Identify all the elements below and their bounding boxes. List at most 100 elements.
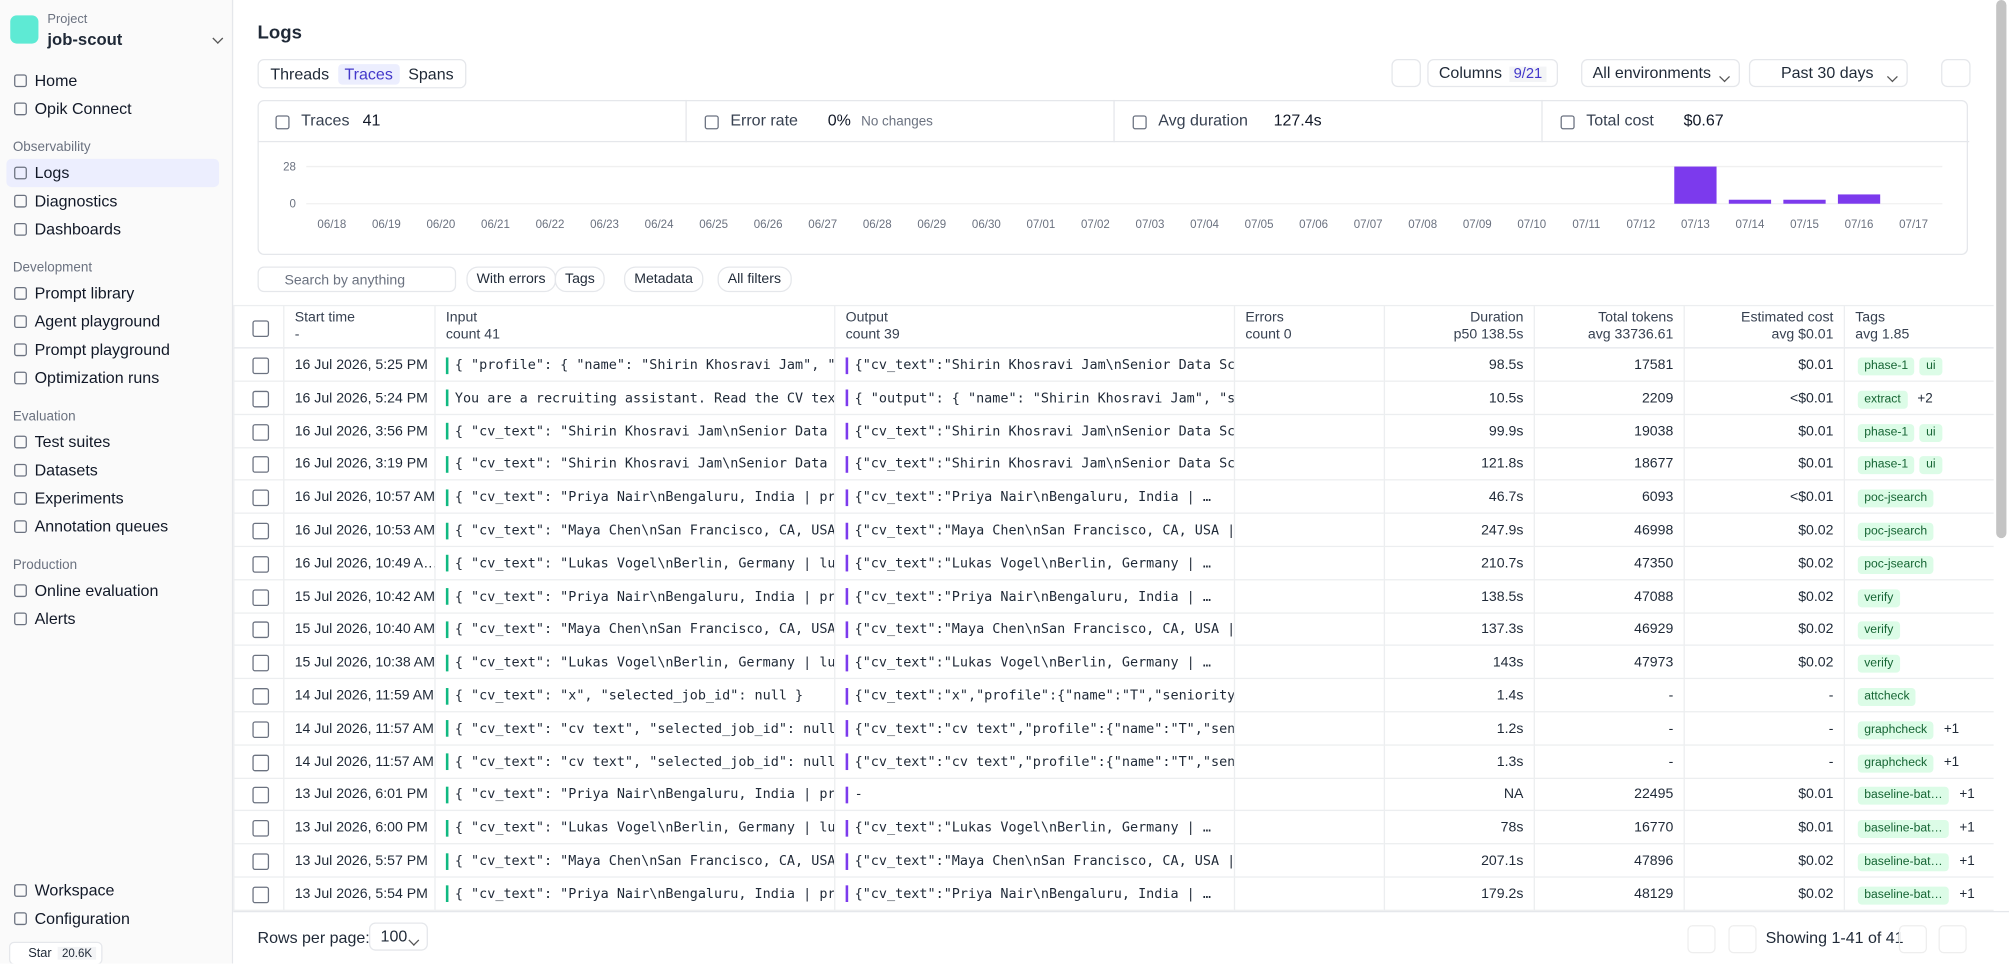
table-cell: { "cv_text": "Lukas Vogel\nBerlin, Germa…	[434, 645, 835, 680]
row-checkbox[interactable]	[252, 522, 270, 540]
nav-label: Prompt library	[34, 284, 135, 303]
nav-item[interactable]: Dashboards	[6, 215, 219, 243]
pager-button[interactable]	[1687, 925, 1716, 954]
nav-item[interactable]: Opik Connect	[6, 95, 219, 123]
column-header: Tags avg 1.85	[1843, 304, 1994, 349]
table-view-button[interactable]	[1391, 58, 1421, 88]
stat-label: Traces	[301, 111, 350, 130]
estimated-cost: $0.02	[1798, 621, 1834, 638]
duration: 137.3s	[1481, 621, 1524, 638]
pager-button[interactable]	[1938, 925, 1967, 954]
column-label: Total tokens	[1598, 310, 1674, 326]
nav-item[interactable]: Diagnostics	[6, 187, 219, 215]
nav-item[interactable]: Workspace	[6, 876, 219, 904]
table-cell: phase-1 ui	[1843, 348, 1994, 382]
row-checkbox[interactable]	[252, 456, 270, 474]
row-checkbox[interactable]	[252, 721, 270, 738]
table-cell: -	[1683, 745, 1844, 779]
row-checkbox[interactable]	[252, 390, 270, 408]
row-checkbox[interactable]	[252, 621, 270, 639]
nav-item[interactable]: Prompt playground	[6, 336, 219, 364]
table-cell: 47896	[1533, 844, 1684, 878]
x-tick-label: 07/09	[1463, 219, 1492, 231]
nav-item[interactable]: Alerts	[6, 605, 219, 633]
row-checkbox[interactable]	[252, 357, 270, 375]
nav-item[interactable]: Annotation queues	[6, 513, 219, 541]
chevron	[408, 935, 420, 946]
input-marker	[445, 819, 449, 837]
tag: phase-1	[1857, 456, 1915, 475]
table-cell: {"cv_text":"Priya Nair\nBengaluru, India…	[834, 480, 1234, 515]
rows-per-page-select[interactable]: 100	[369, 922, 428, 951]
input-text: { "cv_text": "Priya Nair\nBengaluru, Ind…	[454, 588, 835, 605]
row-checkbox[interactable]	[252, 489, 270, 507]
row-checkbox[interactable]	[252, 423, 270, 441]
row-checkbox[interactable]	[252, 555, 270, 573]
sidebar: Project job-scout Home Opik Connect Observab…	[0, 0, 234, 964]
table-cell: {"cv_text":"Lukas Vogel\nBerlin, Germany…	[834, 645, 1234, 680]
row-checkbox[interactable]	[252, 754, 270, 771]
table-cell: $0.02	[1683, 612, 1844, 647]
row-checkbox[interactable]	[252, 820, 270, 837]
duration: 10.5s	[1488, 390, 1524, 406]
output-text: {"cv_text":"Shirin Khosravi Jam\nSenior …	[854, 456, 1234, 473]
tab[interactable]: Spans	[408, 64, 454, 83]
nav-item[interactable]: Datasets	[6, 456, 219, 484]
nav-item[interactable]: Prompt library	[6, 279, 219, 307]
table-cell	[1233, 778, 1384, 812]
chevron	[1886, 71, 1898, 83]
input-marker	[445, 423, 449, 440]
nav-item[interactable]: Optimization runs	[6, 364, 219, 392]
row-checkbox[interactable]	[252, 688, 270, 705]
start-time: 15 Jul 2026, 10:42 AM	[294, 588, 435, 605]
row-checkbox[interactable]	[252, 886, 270, 904]
row-checkbox[interactable]	[252, 588, 270, 606]
duration: 207.1s	[1481, 853, 1524, 869]
nav-item[interactable]: Logs	[6, 158, 220, 188]
tab[interactable]: Threads	[270, 64, 330, 83]
start-time: 13 Jul 2026, 5:57 PM	[294, 853, 428, 869]
refresh-button[interactable]	[1941, 58, 1971, 88]
row-checkbox[interactable]	[252, 787, 270, 804]
table-cell	[1233, 480, 1384, 515]
table-cell: <$0.01	[1683, 480, 1844, 515]
estimated-cost: $0.02	[1798, 886, 1834, 902]
environment-value: All environments	[1592, 64, 1711, 82]
x-tick-label: 07/15	[1790, 219, 1819, 231]
github-star[interactable]: Star 20.6K	[8, 941, 103, 964]
row-checkbox[interactable]	[252, 853, 270, 870]
select-all-checkbox[interactable]	[252, 320, 270, 337]
environment-select[interactable]: All environments	[1581, 58, 1740, 88]
pager-button[interactable]	[1728, 925, 1757, 954]
filter-button[interactable]: With errors	[466, 266, 556, 293]
filter-button[interactable]: Tags	[554, 266, 606, 293]
nav-item[interactable]: Online evaluation	[6, 577, 219, 605]
project-name[interactable]: job-scout	[47, 29, 123, 49]
search-input[interactable]: Search by anything	[257, 266, 457, 293]
nav-item[interactable]: Home	[6, 67, 219, 95]
nav-item[interactable]: Test suites	[6, 428, 219, 456]
stat-label: Total cost	[1586, 111, 1654, 130]
nav-item[interactable]: Experiments	[6, 484, 219, 512]
nav-item[interactable]: Configuration	[6, 905, 219, 933]
filter-button[interactable]: All filters	[717, 266, 792, 293]
input-text: { "cv_text": "cv text", "selected_job_id…	[454, 721, 835, 737]
filter-button[interactable]: Metadata	[623, 266, 704, 293]
row-checkbox[interactable]	[252, 654, 270, 672]
output-marker	[845, 588, 849, 605]
table-cell: {"cv_text":"Priya Nair\nBengaluru, India…	[834, 877, 1234, 911]
input-text: { "cv_text": "Maya Chen\nSan Francisco, …	[454, 522, 835, 539]
tag: ui	[1919, 423, 1943, 442]
columns-button[interactable]: Columns 9/21	[1427, 58, 1558, 88]
duration: 99.9s	[1488, 423, 1524, 439]
table-cell	[1233, 414, 1384, 448]
nav-item[interactable]: Agent playground	[6, 308, 219, 336]
table-cell: $0.01	[1683, 778, 1844, 812]
date-range-select[interactable]: Past 30 days	[1748, 58, 1908, 88]
table-cell: <$0.01	[1683, 381, 1844, 415]
more-tags: +1	[1959, 787, 1975, 803]
total-tokens: 46929	[1634, 621, 1674, 638]
pager-button[interactable]	[1898, 925, 1927, 954]
tab[interactable]: Traces	[338, 63, 400, 84]
